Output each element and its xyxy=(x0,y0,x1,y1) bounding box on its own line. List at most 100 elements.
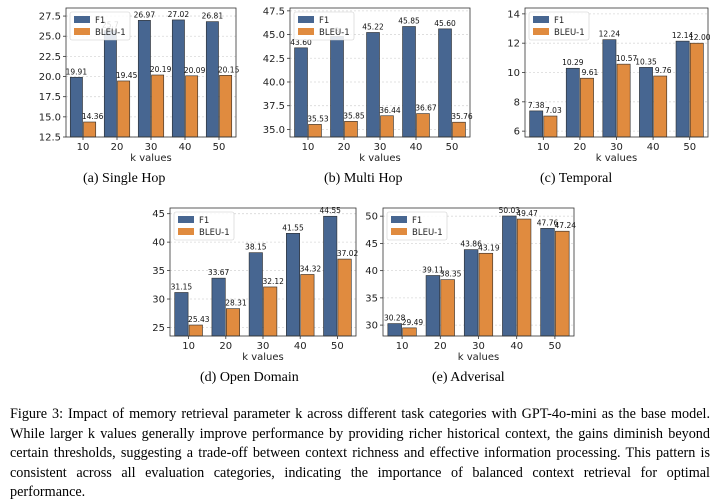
x-axis-title: k values xyxy=(130,153,172,164)
x-tick-label: 20 xyxy=(434,341,447,352)
value-label-bleu1-20: 38.35 xyxy=(440,270,462,279)
value-label-f1-10: 31.15 xyxy=(171,282,193,291)
legend-label: F1 xyxy=(412,216,422,226)
y-tick-label: 25 xyxy=(152,323,165,334)
x-axis-title: k values xyxy=(596,153,638,164)
y-tick-label: 45 xyxy=(365,239,378,250)
value-label-f1-10: 43.60 xyxy=(290,38,312,47)
value-label-bleu1-50: 37.02 xyxy=(337,249,359,258)
bar-f1-40 xyxy=(402,26,416,138)
value-label-f1-30: 45.22 xyxy=(362,22,384,31)
x-tick-label: 40 xyxy=(294,341,307,352)
bar-f1-50 xyxy=(540,228,555,337)
value-label-f1-40: 45.85 xyxy=(398,16,420,25)
bar-bleu1-20 xyxy=(117,80,131,138)
chart-single-hop: 12.5 15.0 17.5 20.0 22.5 25.0 27.5 19.91 14.36 10… xyxy=(39,7,240,164)
bar-f1-40 xyxy=(171,19,185,138)
bar-f1-10 xyxy=(529,110,544,138)
y-tick-label: 12 xyxy=(507,39,520,50)
value-label-bleu1-10: 29.49 xyxy=(402,318,424,327)
y-tick-label: 20.0 xyxy=(39,72,61,83)
bar-bleu1-50 xyxy=(555,230,570,337)
value-label-bleu1-30: 32.12 xyxy=(262,277,284,286)
bar-f1-20 xyxy=(211,277,226,337)
bar-f1-30 xyxy=(463,249,479,337)
panel-label-adversarial: (e) Adverisal xyxy=(432,370,505,385)
x-axis-title: k values xyxy=(458,352,500,363)
bar-f1-10 xyxy=(174,292,189,337)
chart-adversarial: 303540455030.2829.491039.1138.352043.864… xyxy=(365,206,577,363)
chart-panel-multi-hop: 35.037.540.042.545.047.543.6035.5310335.… xyxy=(240,0,480,195)
plot-frame xyxy=(289,7,471,138)
x-axis-title: k values xyxy=(359,153,401,164)
chart-panel-single-hop: 12.5 15.0 17.5 20.0 22.5 25.0 27.5 19.91 14.36 10… xyxy=(0,0,240,195)
panel-label-open-domain: (d) Open Domain xyxy=(200,370,299,385)
value-label-f1-50: 45.60 xyxy=(434,19,456,28)
y-tick-label: 10 xyxy=(507,68,520,79)
panel-label-multi-hop: (b) Multi Hop xyxy=(324,171,403,186)
legend-label: BLEU-1 xyxy=(95,28,126,38)
value-label-bleu1-40: 9.76 xyxy=(655,66,672,75)
x-tick-label: 10 xyxy=(77,142,90,153)
legend-label: BLEU-1 xyxy=(554,28,585,38)
y-tick-label: 35 xyxy=(152,266,165,277)
value-label-bleu1-30: 43.19 xyxy=(478,243,500,252)
y-tick-label: 30 xyxy=(365,321,378,332)
x-tick-label: 40 xyxy=(179,142,192,153)
value-label-bleu1-40: 20.09 xyxy=(184,66,206,75)
x-tick-label: 20 xyxy=(338,142,351,153)
x-tick-label: 50 xyxy=(213,142,226,153)
x-tick-label: 30 xyxy=(145,142,158,153)
value-label-f1-30: 12.24 xyxy=(599,30,621,39)
bar-f1-30 xyxy=(602,39,617,138)
x-tick-label: 40 xyxy=(510,341,523,352)
value-label-bleu1-50: 35.76 xyxy=(451,112,473,121)
legend-label: F1 xyxy=(199,216,209,226)
bar-f1-30 xyxy=(366,32,380,138)
bar-f1-10 xyxy=(387,323,402,337)
value-label-bleu1-20: 19.45 xyxy=(116,71,138,80)
bar-bleu1-40 xyxy=(416,113,430,138)
value-label-bleu1-10: 7.03 xyxy=(545,106,562,115)
value-label-f1-50: 26.81 xyxy=(202,12,224,21)
value-label-f1-20: 10.29 xyxy=(562,58,584,67)
y-tick-label: 35.0 xyxy=(263,125,285,136)
value-label-bleu1-40: 36.67 xyxy=(415,104,437,113)
legend-label: F1 xyxy=(554,16,564,26)
value-label-f1-50: 12.14 xyxy=(672,31,694,40)
bar-bleu1-10 xyxy=(402,327,417,337)
bar-bleu1-10 xyxy=(188,324,203,337)
bar-bleu1-20 xyxy=(226,308,240,337)
y-tick-label: 25.0 xyxy=(39,32,61,43)
x-tick-label: 40 xyxy=(647,142,660,153)
x-tick-label: 30 xyxy=(472,341,485,352)
bar-bleu1-50 xyxy=(219,75,233,138)
y-tick-label: 14 xyxy=(507,9,520,20)
bar-f1-50 xyxy=(323,215,338,337)
value-label-bleu1-30: 10.57 xyxy=(616,54,638,63)
bar-bleu1-10 xyxy=(83,121,97,138)
value-label-bleu1-30: 20.19 xyxy=(150,65,172,74)
panel-label-temporal: (c) Temporal xyxy=(540,171,613,186)
value-label-bleu1-50: 47.24 xyxy=(555,221,577,230)
value-label-bleu1-20: 28.31 xyxy=(225,299,247,308)
value-label-f1-30: 38.15 xyxy=(245,243,267,252)
legend-swatch xyxy=(178,216,194,223)
value-label-bleu1-20: 9.61 xyxy=(582,68,599,77)
chart-panel-temporal: 6 8 10 12 14 7.38 7.03 10 10.29 9.61 20 12.24 10.57 3… xyxy=(480,0,720,195)
y-tick-label: 40.0 xyxy=(263,77,285,88)
y-tick-label: 40 xyxy=(365,266,378,277)
y-tick-label: 47.5 xyxy=(263,6,285,17)
y-tick-label: 35 xyxy=(365,293,378,304)
y-tick-label: 50 xyxy=(365,212,378,223)
bar-f1-40 xyxy=(502,215,517,337)
legend-label: BLEU-1 xyxy=(412,228,443,238)
x-tick-label: 10 xyxy=(537,142,550,153)
legend-swatch xyxy=(391,216,407,223)
bar-bleu1-40 xyxy=(516,218,532,337)
plot-frame xyxy=(382,207,575,337)
legend-label: BLEU-1 xyxy=(199,228,230,238)
y-tick-label: 42.5 xyxy=(263,54,285,65)
legend-label: F1 xyxy=(95,16,105,26)
chart-temporal: 6 8 10 12 14 7.387.03 10 10.299.61 20 12.24 10.57 3… xyxy=(507,7,711,164)
